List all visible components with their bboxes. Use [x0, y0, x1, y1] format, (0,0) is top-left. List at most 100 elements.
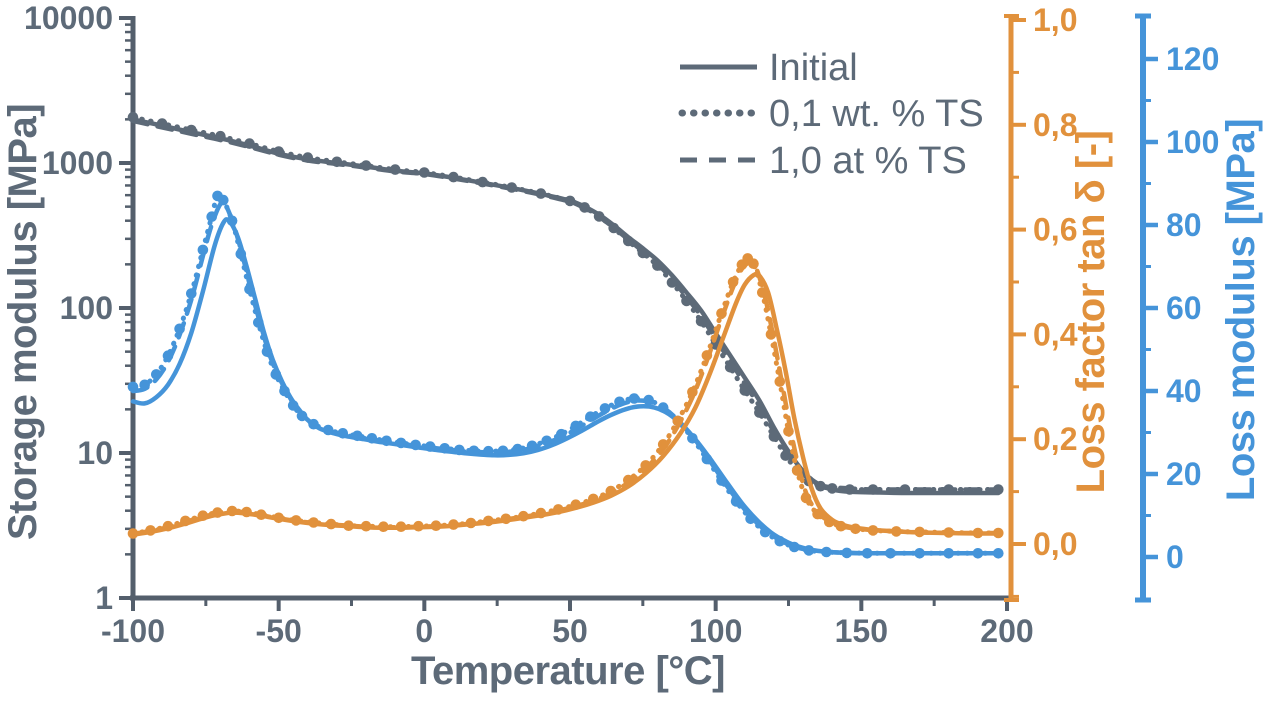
data-point-marker [518, 510, 529, 522]
data-point-marker [672, 415, 684, 427]
data-point-marker [727, 276, 739, 288]
storage-tick-label: 100 [60, 290, 113, 326]
data-point-marker [570, 499, 582, 511]
data-point-marker [687, 433, 698, 444]
data-point-marker [212, 507, 223, 518]
data-point-marker [605, 485, 617, 497]
storage-tick-label: 1000 [42, 145, 113, 181]
data-point-marker [800, 492, 812, 504]
data-point-marker [791, 465, 803, 476]
data-point-marker [640, 460, 651, 471]
data-point-marker [759, 526, 771, 538]
data-point-marker [226, 505, 238, 517]
data-point-marker [215, 130, 226, 142]
series-loss-01wt [127, 190, 1004, 559]
data-point-marker [972, 548, 984, 559]
data-point-marker [290, 515, 302, 526]
data-point-marker [730, 496, 742, 507]
loss-axis-title: Loss modulus [MPa] [1219, 119, 1263, 501]
data-point-marker [439, 443, 451, 454]
data-point-marker [477, 176, 488, 188]
data-point-marker [780, 450, 791, 461]
tan-tick-label: 0,4 [1033, 316, 1078, 352]
data-point-marker [745, 513, 756, 525]
data-point-marker [127, 381, 139, 393]
data-point-marker [127, 528, 139, 539]
data-point-marker [608, 222, 619, 234]
data-point-marker [430, 520, 442, 531]
data-point-marker [535, 507, 547, 519]
data-point-marker [174, 323, 185, 335]
data-point-marker [255, 509, 267, 520]
data-point-marker [637, 247, 649, 259]
data-point-marker [308, 418, 319, 430]
data-point-marker [389, 164, 401, 175]
data-point-marker [789, 541, 800, 553]
data-point-marker [139, 379, 150, 391]
data-point-marker [914, 548, 925, 559]
data-point-marker [410, 439, 421, 451]
loss-tick-label: 100 [1166, 124, 1219, 160]
data-point-marker [468, 445, 480, 457]
storage-tick-label: 10 [77, 435, 113, 471]
x-tick-label: 0 [415, 613, 433, 649]
series-loss-initial [130, 217, 1001, 556]
data-point-marker [774, 535, 786, 547]
data-point-marker [657, 402, 669, 413]
data-point-marker [366, 433, 378, 444]
data-point-marker [162, 350, 174, 362]
data-point-marker [739, 385, 751, 396]
tan-tick-label: 0,2 [1033, 421, 1077, 457]
loss-tick-label: 80 [1166, 207, 1202, 243]
legend-label-01wt: 0,1 wt. % TS [769, 93, 984, 135]
data-point-marker [395, 521, 407, 532]
data-point-marker [885, 548, 896, 559]
data-point-marker [556, 428, 567, 440]
data-point-marker [687, 386, 698, 398]
data-point-marker [850, 523, 861, 535]
loss-tick-label: 0 [1166, 539, 1184, 575]
legend-label-initial: Initial [769, 47, 858, 89]
series-tan-01wt [127, 253, 1004, 539]
data-point-marker [943, 548, 954, 559]
data-point-marker [145, 525, 156, 536]
data-point-marker [343, 520, 354, 531]
data-point-marker [308, 517, 319, 528]
data-point-marker [914, 526, 925, 538]
data-point-marker [821, 546, 832, 558]
data-point-marker [748, 258, 759, 270]
data-point-marker [867, 484, 879, 495]
data-point-marker [993, 484, 1004, 495]
data-point-marker [695, 316, 707, 327]
data-point-marker [993, 527, 1004, 539]
data-point-marker [261, 346, 273, 357]
data-point-marker [768, 431, 780, 442]
data-point-marker [395, 437, 407, 449]
data-point-marker [724, 362, 736, 373]
data-point-marker [302, 152, 314, 163]
data-point-marker [483, 515, 494, 527]
data-point-marker [585, 411, 596, 423]
x-tick-label: 150 [835, 613, 888, 649]
data-point-marker [623, 474, 634, 486]
data-point-marker [197, 244, 209, 256]
data-point-marker [899, 484, 911, 495]
loss-tick-label: 60 [1166, 290, 1202, 326]
data-point-marker [599, 403, 611, 414]
data-point-marker [127, 111, 139, 123]
data-point-marker [535, 188, 547, 199]
series-loss-1at [130, 200, 1001, 556]
data-point-marker [296, 410, 308, 422]
data-point-marker [244, 284, 255, 295]
data-point-marker [815, 480, 826, 492]
data-point-marker [235, 248, 247, 260]
data-point-marker [244, 138, 255, 149]
data-point-marker [812, 508, 823, 520]
data-point-marker [628, 393, 640, 404]
loss-tick-label: 40 [1166, 373, 1202, 409]
data-point-marker [570, 420, 582, 432]
data-point-marker [381, 435, 392, 447]
data-point-marker [652, 260, 663, 271]
data-point-marker [841, 547, 853, 559]
